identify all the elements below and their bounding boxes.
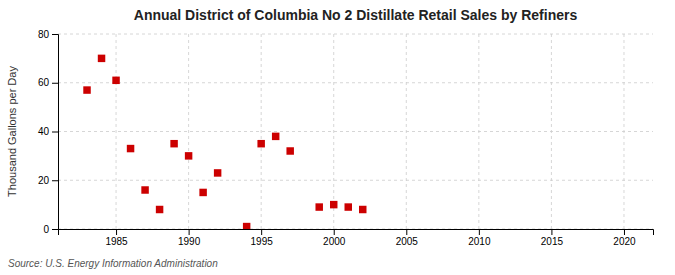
y-axis-tick: 0 bbox=[43, 224, 58, 235]
y-axis-tick-mark bbox=[52, 180, 58, 181]
y-axis-label: Thousand Gallons per Day bbox=[6, 66, 18, 197]
point bbox=[345, 203, 352, 210]
x-axis: 1985 1990 1995 2000 2005 2010 2015 2020 bbox=[59, 229, 654, 247]
y-axis-tick-label: 0 bbox=[43, 224, 49, 235]
y-axis-tick-mark bbox=[52, 34, 58, 35]
point bbox=[83, 86, 90, 93]
x-axis-tick-mark bbox=[189, 229, 190, 235]
x-axis-tick: 2010 bbox=[468, 229, 491, 247]
point bbox=[330, 201, 337, 208]
x-axis-tick-label: 1995 bbox=[251, 236, 274, 247]
grid-line-y bbox=[58, 180, 653, 181]
point bbox=[199, 189, 206, 196]
grid-line-x bbox=[116, 34, 117, 229]
point bbox=[170, 140, 177, 147]
y-axis-tick-mark bbox=[52, 229, 58, 230]
x-axis-tick-label: 1990 bbox=[178, 236, 201, 247]
x-axis-tick-mark bbox=[406, 229, 407, 235]
grid-line-y bbox=[58, 34, 653, 35]
points bbox=[83, 55, 366, 229]
point bbox=[359, 206, 366, 213]
x-axis-tick-label: 2015 bbox=[541, 236, 564, 247]
x-axis-tick-label: 2010 bbox=[468, 236, 491, 247]
point bbox=[156, 206, 163, 213]
x-axis-tick: 1990 bbox=[178, 229, 201, 247]
y-axis-tick: 20 bbox=[38, 175, 58, 186]
x-axis-tick: 2005 bbox=[396, 229, 419, 247]
x-axis-tick-mark bbox=[116, 229, 117, 235]
grid-line-y bbox=[58, 82, 653, 83]
y-axis: 0 20 40 60 80 bbox=[38, 29, 59, 235]
source: Source: U.S. Energy Information Administ… bbox=[8, 258, 218, 269]
point bbox=[185, 152, 192, 159]
point bbox=[141, 186, 148, 193]
y-axis-tick-mark bbox=[52, 132, 58, 133]
y-axis-tick-label: 20 bbox=[38, 175, 50, 186]
x-axis-tick: 2015 bbox=[541, 229, 564, 247]
point bbox=[243, 223, 250, 229]
grid-line-x bbox=[261, 34, 262, 229]
point bbox=[257, 140, 264, 147]
x-axis-tick-mark bbox=[261, 229, 262, 235]
x-axis-tick-mark bbox=[334, 229, 335, 235]
point bbox=[286, 147, 293, 154]
x-axis-tick: 1985 bbox=[105, 229, 128, 247]
point bbox=[315, 203, 322, 210]
y-axis-tick: 80 bbox=[38, 29, 58, 40]
y-axis-line bbox=[52, 35, 59, 230]
x-axis-tick-label: 2005 bbox=[396, 236, 419, 247]
x-axis-tick-label: 2000 bbox=[323, 236, 346, 247]
x-axis-tick-mark bbox=[551, 229, 552, 235]
x-axis-tick: 2000 bbox=[323, 229, 346, 247]
point bbox=[127, 145, 134, 152]
grid-line-y bbox=[58, 131, 653, 132]
x-axis-tick-mark bbox=[624, 229, 625, 235]
point bbox=[272, 133, 279, 140]
grid bbox=[58, 34, 653, 229]
x-axis-line bbox=[59, 230, 654, 236]
y-axis-tick: 40 bbox=[38, 126, 58, 137]
y-axis-tick-mark bbox=[52, 83, 58, 84]
grid-line-x bbox=[188, 34, 189, 229]
x-axis-tick: 1995 bbox=[251, 229, 274, 247]
title: Annual District of Columbia No 2 Distill… bbox=[134, 7, 578, 23]
y-axis-tick-label: 80 bbox=[38, 29, 50, 40]
y-axis-tick-label: 40 bbox=[38, 126, 50, 137]
y-axis-tick: 60 bbox=[38, 77, 58, 88]
x-axis-tick: 2020 bbox=[613, 229, 636, 247]
point bbox=[98, 55, 105, 62]
chart: 1985 1990 1995 2000 2005 2010 2015 2020 0 20 40 60 8… bbox=[0, 0, 675, 275]
y-axis-tick-label: 60 bbox=[38, 77, 50, 88]
point bbox=[112, 77, 119, 84]
x-axis-tick-mark bbox=[479, 229, 480, 235]
point bbox=[214, 169, 221, 176]
x-axis-tick-label: 1985 bbox=[105, 236, 128, 247]
x-axis-tick-label: 2020 bbox=[613, 236, 636, 247]
